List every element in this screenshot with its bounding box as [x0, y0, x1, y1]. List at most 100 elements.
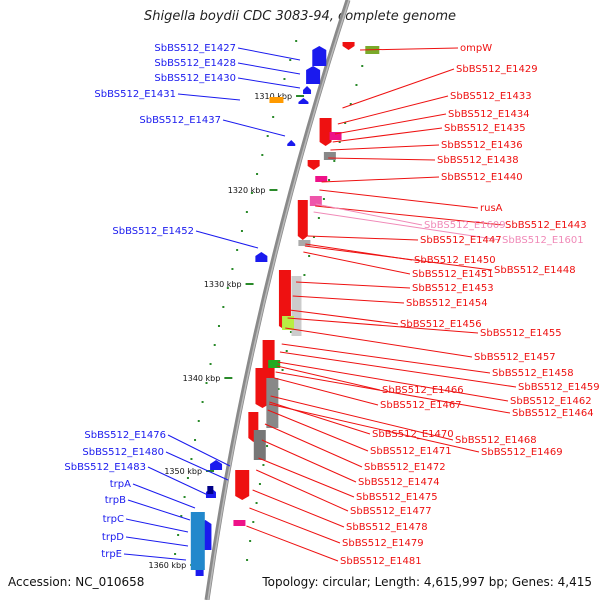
- page-title: Shigella boydii CDC 3083-94, complete ge…: [143, 9, 457, 24]
- gene-label-reverse: SbBS512_E1435: [444, 123, 526, 134]
- label-leader-line: [125, 536, 189, 547]
- track-dot: [174, 553, 177, 555]
- gene-label-forward: trpC: [103, 514, 124, 525]
- label-leader-line: [237, 62, 301, 75]
- label-leader-line: [342, 68, 455, 109]
- label-layer: SbBS512_E1427 SbBS512_E1428 SbBS512_E1430 S…: [64, 43, 599, 567]
- label-leader-line: [285, 327, 473, 358]
- label-leader-line: [261, 439, 357, 483]
- label-leader-line: [275, 371, 511, 414]
- label-leader-line: [237, 77, 301, 89]
- label-leader-line: [123, 553, 187, 561]
- gene-arrow: [278, 270, 291, 330]
- track-dot: [201, 401, 204, 403]
- label-leader-line: [270, 395, 454, 441]
- feature-box: [315, 176, 328, 182]
- track-dot: [349, 103, 352, 105]
- gene-label-reverse: SbBS512_E1477: [350, 506, 432, 517]
- gene-label-reverse: SbBS512_E1479: [342, 538, 424, 549]
- gene-label-reverse: SbBS512_E1433: [450, 91, 532, 102]
- gene-label-reverse: SbBS512_E1429: [456, 64, 538, 75]
- label-leader-line: [360, 47, 459, 51]
- track-dot: [262, 464, 265, 466]
- track-dot: [344, 122, 347, 124]
- track-dot: [183, 496, 186, 498]
- gene-label-faded: SbBS512_E1609: [424, 220, 506, 231]
- feature-box: [298, 240, 311, 246]
- feature-box: [268, 360, 281, 368]
- label-leader-line: [256, 469, 349, 512]
- label-leader-line: [315, 205, 504, 226]
- gene-label-reverse: SbBS512_E1472: [364, 462, 446, 473]
- feature-box: [323, 152, 336, 160]
- gene-label-reverse: SbBS512_E1438: [437, 155, 519, 166]
- gene-label-reverse: SbBS512_E1471: [370, 446, 452, 457]
- gene-label-forward: SbBS512_E1427: [154, 43, 236, 54]
- label-leader-line: [334, 113, 447, 135]
- gene-label-reverse: SbBS512_E1466: [382, 385, 464, 396]
- label-leader-line: [319, 189, 479, 209]
- gene-label-reverse: SbBS512_E1459: [518, 382, 600, 393]
- track-dot: [266, 135, 269, 137]
- gene-label-reverse: SbBS512_E1457: [474, 352, 556, 363]
- track-dot: [190, 458, 193, 460]
- gene-label-reverse: SbBS512_E1475: [356, 492, 438, 503]
- gene-label-reverse: SbBS512_E1478: [346, 522, 428, 533]
- label-leader-line: [328, 157, 436, 161]
- track-dot: [266, 445, 269, 447]
- gene-label-reverse: SbBS512_E1448: [494, 265, 576, 276]
- gene-label-forward: SbBS512_E1452: [112, 226, 194, 237]
- label-leader-line: [281, 343, 491, 374]
- gene-label-forward: SbBS512_E1428: [154, 58, 236, 69]
- track-dot: [322, 198, 325, 200]
- tick-layer: 1310 kbp 1320 kbp 1330 kbp 1340 kbp 1350 kbp…: [149, 92, 305, 570]
- track-dot: [240, 230, 243, 232]
- track-dot: [209, 363, 212, 365]
- track-dot: [303, 274, 306, 276]
- gene-label-reverse: SbBS512_E1440: [441, 172, 523, 183]
- track-dot: [272, 116, 275, 118]
- gene-arrow: [307, 160, 320, 170]
- label-leader-line: [222, 119, 286, 137]
- gene-label-forward: SbBS512_E1480: [82, 447, 164, 458]
- gene-label-reverse: SbBS512_E1443: [505, 220, 587, 231]
- gene-arrow: [210, 460, 223, 470]
- gene-arrow: [342, 42, 355, 50]
- feature-box: [190, 512, 205, 570]
- label-leader-line: [303, 251, 411, 275]
- label-leader-line: [258, 457, 355, 498]
- track-dot: [194, 439, 197, 441]
- label-leader-line: [249, 507, 341, 544]
- feature-box: [329, 132, 342, 140]
- track-dot: [295, 40, 298, 42]
- track-dot: [338, 141, 341, 143]
- gene-arrow: [255, 252, 268, 262]
- track-dot: [283, 78, 286, 80]
- gene-arrow: [287, 140, 296, 146]
- track-dot: [261, 154, 264, 156]
- track-dot: [197, 420, 200, 422]
- gene-arrow: [297, 200, 308, 240]
- gene-label-reverse: rusA: [480, 203, 503, 214]
- label-leader-line: [267, 409, 369, 452]
- gene-arrow: [255, 368, 270, 408]
- track-dot: [250, 192, 253, 194]
- label-leader-line: [237, 47, 301, 61]
- gene-label-reverse: SbBS512_E1455: [480, 328, 562, 339]
- gene-arrow: [312, 46, 327, 66]
- gene-label-reverse: SbBS512_E1436: [441, 140, 523, 151]
- label-leader-line: [132, 483, 196, 509]
- gene-label-reverse: SbBS512_E1458: [492, 368, 574, 379]
- gene-label-forward: SbBS512_E1483: [64, 462, 146, 473]
- label-leader-line: [246, 525, 339, 562]
- tick-label: 1310 kbp: [254, 92, 292, 101]
- track-dot: [333, 160, 336, 162]
- label-leader-line: [147, 466, 211, 497]
- label-leader-line: [177, 93, 241, 101]
- gene-label-forward: SbBS512_E1476: [84, 430, 166, 441]
- label-leader-line: [292, 295, 405, 304]
- gene-arrow: [303, 86, 312, 94]
- label-leader-line: [296, 281, 411, 289]
- feature-box: [233, 520, 246, 526]
